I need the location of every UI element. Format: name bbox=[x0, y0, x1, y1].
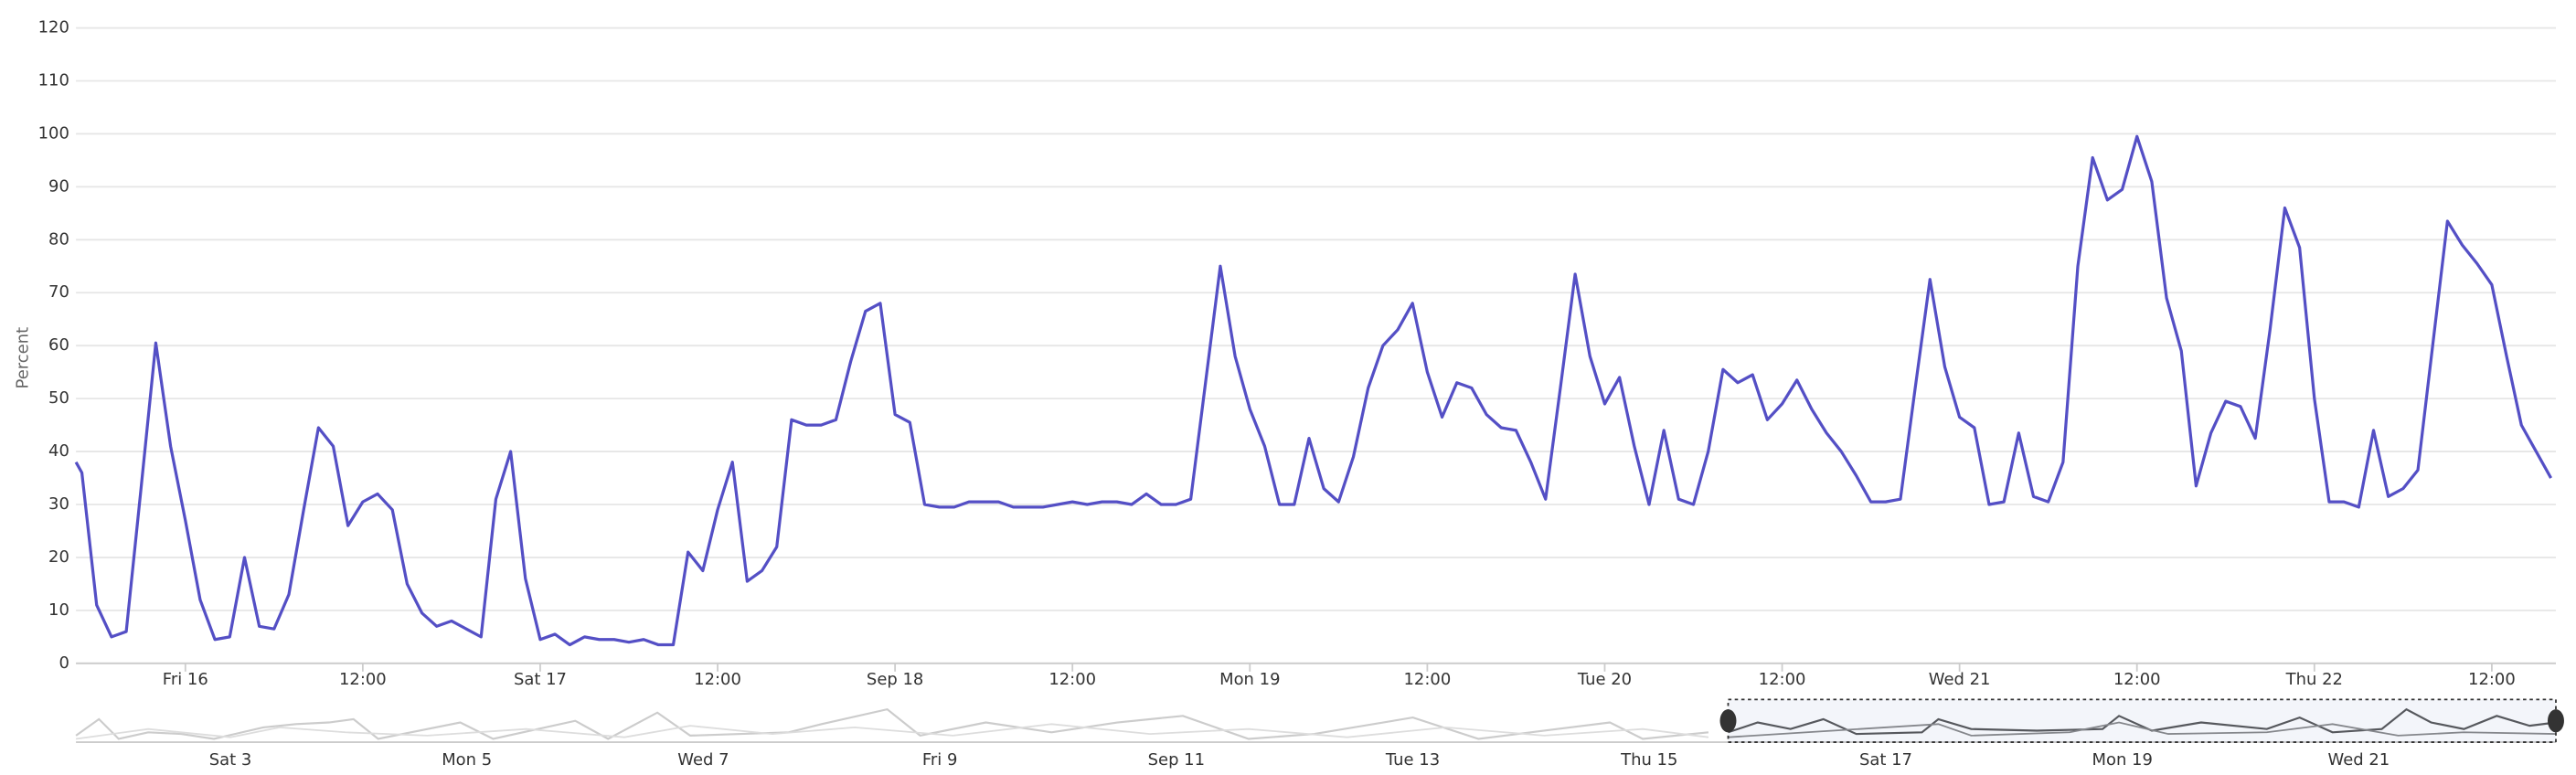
x-tick-label: Thu 22 bbox=[2285, 670, 2343, 689]
y-tick-label: 40 bbox=[48, 441, 69, 461]
y-tick-label: 10 bbox=[48, 600, 69, 620]
x-tick-label: 12:00 bbox=[2468, 670, 2516, 689]
x-tick-label: 12:00 bbox=[339, 670, 387, 689]
x-tick-label: Sat 17 bbox=[514, 670, 567, 689]
x-tick-label: Tue 20 bbox=[1577, 670, 1632, 689]
navigator-handle[interactable] bbox=[1719, 709, 1737, 733]
y-tick-label: 30 bbox=[48, 494, 69, 514]
navigator-label: Sep 11 bbox=[1148, 750, 1205, 770]
y-tick-label: 0 bbox=[59, 653, 69, 673]
navigator-label: Tue 13 bbox=[1385, 750, 1440, 770]
x-tick-label: Sep 18 bbox=[867, 670, 923, 689]
navigator-handle[interactable] bbox=[2548, 709, 2564, 733]
navigator-window[interactable] bbox=[1727, 698, 2557, 743]
navigator-label: Sat 17 bbox=[1859, 750, 1912, 770]
y-tick-label: 100 bbox=[38, 123, 69, 143]
x-tick-label: Mon 19 bbox=[1219, 670, 1280, 689]
navigator-series bbox=[75, 707, 1709, 740]
data-line bbox=[74, 134, 2553, 647]
navigator-label: Wed 7 bbox=[677, 750, 729, 770]
y-tick-label: 70 bbox=[48, 282, 69, 302]
x-tick-label: 12:00 bbox=[1048, 670, 1096, 689]
y-tick-label: 20 bbox=[48, 547, 69, 567]
x-tick-label: 12:00 bbox=[1404, 670, 1452, 689]
y-axis-title: Percent bbox=[14, 327, 33, 389]
navigator-label: Fri 9 bbox=[922, 750, 958, 770]
x-tick-label: Fri 16 bbox=[163, 670, 208, 689]
navigator-label: Mon 5 bbox=[442, 750, 492, 770]
navigator-label: Wed 21 bbox=[2328, 750, 2390, 770]
x-tick-label: 12:00 bbox=[2113, 670, 2161, 689]
navigator-label: Sat 3 bbox=[209, 750, 252, 770]
navigator: Sat 3 Mon 5 Wed 7 Fri 9 Sep 11 Tue 13 Thu 15 Sa… bbox=[75, 698, 2564, 770]
navigator-label: Thu 15 bbox=[1620, 750, 1677, 770]
y-tick-label: 50 bbox=[48, 388, 69, 408]
y-tick-label: 90 bbox=[48, 176, 69, 196]
y-tick-label: 110 bbox=[38, 70, 69, 90]
navigator-series bbox=[75, 723, 1709, 740]
y-tick-label: 120 bbox=[38, 18, 69, 37]
x-tick-label: 12:00 bbox=[694, 670, 741, 689]
x-tick-label: Wed 21 bbox=[1929, 670, 1991, 689]
navigator-series bbox=[1728, 721, 2556, 738]
y-tick-label: 80 bbox=[48, 229, 69, 249]
y-tick-label: 60 bbox=[48, 335, 69, 355]
navigator-label: Mon 19 bbox=[2092, 750, 2152, 770]
x-tick-label: 12:00 bbox=[1759, 670, 1806, 689]
